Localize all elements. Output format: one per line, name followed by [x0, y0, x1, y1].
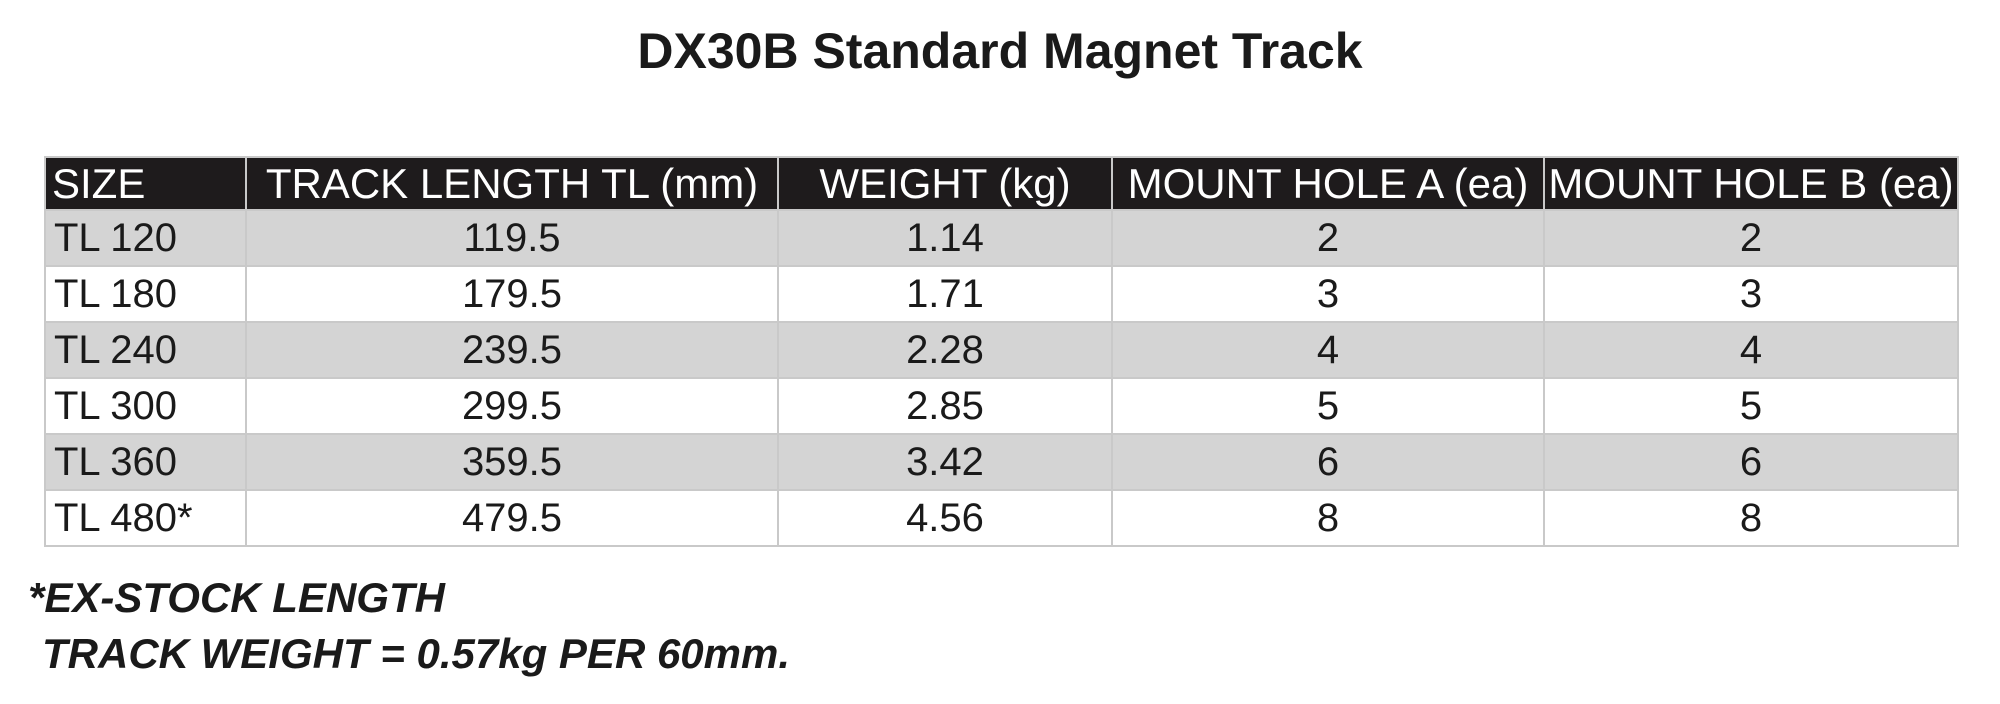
table-row: TL 240 239.5 2.28 4 4 — [44, 321, 1959, 379]
page-title: DX30B Standard Magnet Track — [637, 23, 1363, 79]
cell-track-length: 239.5 — [245, 321, 779, 379]
cell-mount-hole-a: 8 — [1111, 489, 1545, 547]
cell-mount-hole-b: 8 — [1543, 489, 1959, 547]
cell-mount-hole-b: 4 — [1543, 321, 1959, 379]
cell-mount-hole-b: 6 — [1543, 433, 1959, 491]
header-size: SIZE — [44, 156, 247, 211]
table-row: TL 480* 479.5 4.56 8 8 — [44, 489, 1959, 547]
cell-track-length: 479.5 — [245, 489, 779, 547]
cell-mount-hole-a: 6 — [1111, 433, 1545, 491]
table-row: TL 120 119.5 1.14 2 2 — [44, 209, 1959, 267]
cell-mount-hole-b: 2 — [1543, 209, 1959, 267]
cell-weight: 4.56 — [777, 489, 1113, 547]
table-header-row: SIZE TRACK LENGTH TL (mm) WEIGHT (kg) MO… — [44, 156, 1959, 211]
cell-mount-hole-b: 3 — [1543, 265, 1959, 323]
cell-track-length: 359.5 — [245, 433, 779, 491]
cell-track-length: 179.5 — [245, 265, 779, 323]
cell-weight: 1.71 — [777, 265, 1113, 323]
cell-size: TL 360 — [44, 433, 247, 491]
header-track-length: TRACK LENGTH TL (mm) — [245, 156, 779, 211]
header-weight: WEIGHT (kg) — [777, 156, 1113, 211]
ex-stock-note: *EX-STOCK LENGTH — [28, 574, 445, 621]
cell-mount-hole-a: 5 — [1111, 377, 1545, 435]
cell-weight: 2.85 — [777, 377, 1113, 435]
cell-size: TL 240 — [44, 321, 247, 379]
cell-size: TL 480* — [44, 489, 247, 547]
cell-track-length: 119.5 — [245, 209, 779, 267]
track-weight-note: TRACK WEIGHT = 0.57kg PER 60mm. — [42, 630, 791, 677]
cell-weight: 2.28 — [777, 321, 1113, 379]
spec-table: SIZE TRACK LENGTH TL (mm) WEIGHT (kg) MO… — [44, 156, 1959, 547]
cell-mount-hole-a: 4 — [1111, 321, 1545, 379]
cell-size: TL 300 — [44, 377, 247, 435]
cell-track-length: 299.5 — [245, 377, 779, 435]
header-mount-hole-a: MOUNT HOLE A (ea) — [1111, 156, 1545, 211]
table-row: TL 360 359.5 3.42 6 6 — [44, 433, 1959, 491]
cell-weight: 3.42 — [777, 433, 1113, 491]
table-row: TL 180 179.5 1.71 3 3 — [44, 265, 1959, 323]
cell-size: TL 180 — [44, 265, 247, 323]
cell-size: TL 120 — [44, 209, 247, 267]
cell-mount-hole-b: 5 — [1543, 377, 1959, 435]
cell-mount-hole-a: 3 — [1111, 265, 1545, 323]
table-row: TL 300 299.5 2.85 5 5 — [44, 377, 1959, 435]
cell-mount-hole-a: 2 — [1111, 209, 1545, 267]
cell-weight: 1.14 — [777, 209, 1113, 267]
header-mount-hole-b: MOUNT HOLE B (ea) — [1543, 156, 1959, 211]
